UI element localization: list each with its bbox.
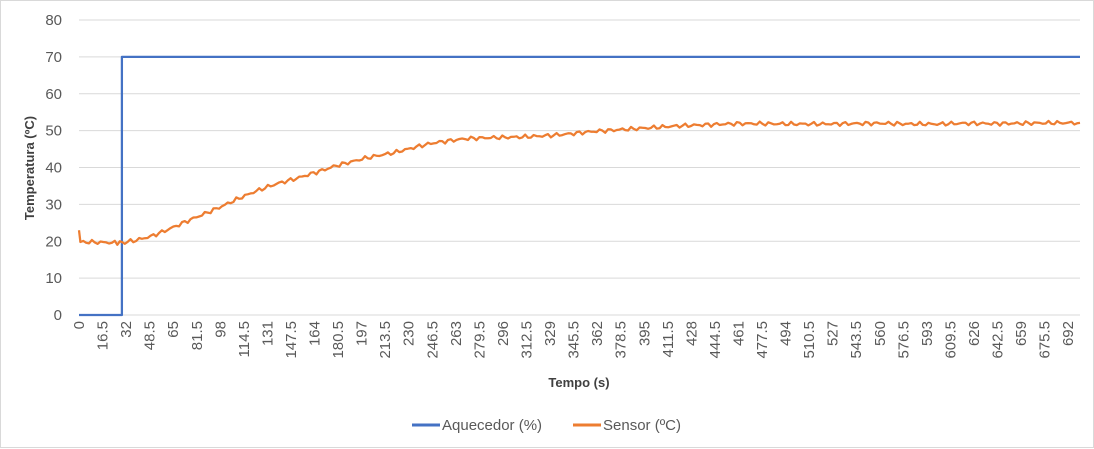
x-tick-labels: 0 16.5 32 48.5 65 81.5 98 114.5 131 147.5 164 180.5… — [71, 321, 1077, 359]
x-tick-label: 312.5 — [519, 321, 536, 359]
x-tick-label: 675.5 — [1037, 321, 1054, 359]
y-tick-label: 70 — [45, 49, 62, 66]
x-tick-label: 378.5 — [613, 321, 630, 359]
x-tick-label: 16.5 — [95, 321, 112, 350]
x-tick-label: 296 — [495, 321, 512, 346]
x-tick-label: 494 — [778, 321, 795, 346]
x-tick-label: 230 — [401, 321, 418, 346]
x-tick-label: 345.5 — [566, 321, 583, 359]
x-tick-label: 510.5 — [801, 321, 818, 359]
x-tick-label: 626 — [966, 321, 983, 346]
x-tick-label: 543.5 — [848, 321, 865, 359]
x-tick-label: 279.5 — [471, 321, 488, 359]
y-axis-title: Temperatura (ºC) — [22, 116, 37, 220]
legend-label: Sensor (ºC) — [603, 417, 681, 434]
x-tick-label: 444.5 — [707, 321, 724, 359]
x-tick-label: 114.5 — [236, 321, 253, 357]
x-tick-label: 692 — [1060, 321, 1077, 346]
x-tick-label: 164 — [307, 321, 324, 346]
x-tick-label: 147.5 — [283, 321, 300, 359]
series-lines — [77, 55, 1081, 317]
x-tick-label: 593 — [919, 321, 936, 346]
y-tick-labels: 0 10 20 30 40 50 60 70 80 — [45, 12, 62, 324]
x-tick-label: 362 — [589, 321, 606, 346]
y-tick-label: 50 — [45, 123, 62, 140]
x-tick-label: 576.5 — [895, 321, 912, 359]
y-tick-label: 20 — [45, 233, 62, 250]
x-tick-label: 246.5 — [424, 321, 441, 359]
x-tick-label: 180.5 — [330, 321, 347, 359]
x-tick-label: 428 — [683, 321, 700, 346]
x-tick-label: 65 — [165, 321, 182, 338]
x-tick-label: 131 — [259, 321, 276, 346]
x-tick-label: 329 — [542, 321, 559, 346]
y-tick-label: 0 — [54, 307, 62, 324]
x-tick-label: 461 — [730, 321, 747, 346]
x-tick-label: 0 — [71, 321, 88, 329]
y-tick-label: 30 — [45, 196, 62, 213]
y-tick-label: 10 — [45, 270, 62, 287]
x-tick-label: 213.5 — [377, 321, 394, 359]
x-tick-label: 197 — [354, 321, 371, 346]
x-tick-label: 263 — [448, 321, 465, 346]
x-axis-title: Tempo (s) — [548, 375, 609, 390]
x-tick-label: 477.5 — [754, 321, 771, 359]
x-tick-label: 81.5 — [189, 321, 206, 350]
legend-label: Aquecedor (%) — [442, 417, 542, 434]
y-tick-label: 80 — [45, 12, 62, 29]
x-tick-label: 609.5 — [942, 321, 959, 359]
x-tick-label: 48.5 — [142, 321, 159, 350]
series-line-aquecedor — [79, 55, 1080, 317]
gridlines — [79, 19, 1080, 316]
y-tick-label: 40 — [45, 160, 62, 177]
x-tick-label: 527 — [825, 321, 842, 346]
x-tick-label: 411.5 — [660, 321, 677, 357]
x-tick-label: 642.5 — [990, 321, 1007, 359]
x-tick-label: 98 — [212, 321, 229, 338]
x-tick-label: 32 — [118, 321, 135, 338]
y-tick-label: 60 — [45, 86, 62, 103]
legend: Aquecedor (%) Sensor (ºC) — [412, 417, 681, 434]
x-tick-label: 560 — [872, 321, 889, 346]
series-line-sensor — [77, 119, 1081, 246]
x-tick-label: 395 — [636, 321, 653, 346]
x-tick-label: 659 — [1013, 321, 1030, 346]
